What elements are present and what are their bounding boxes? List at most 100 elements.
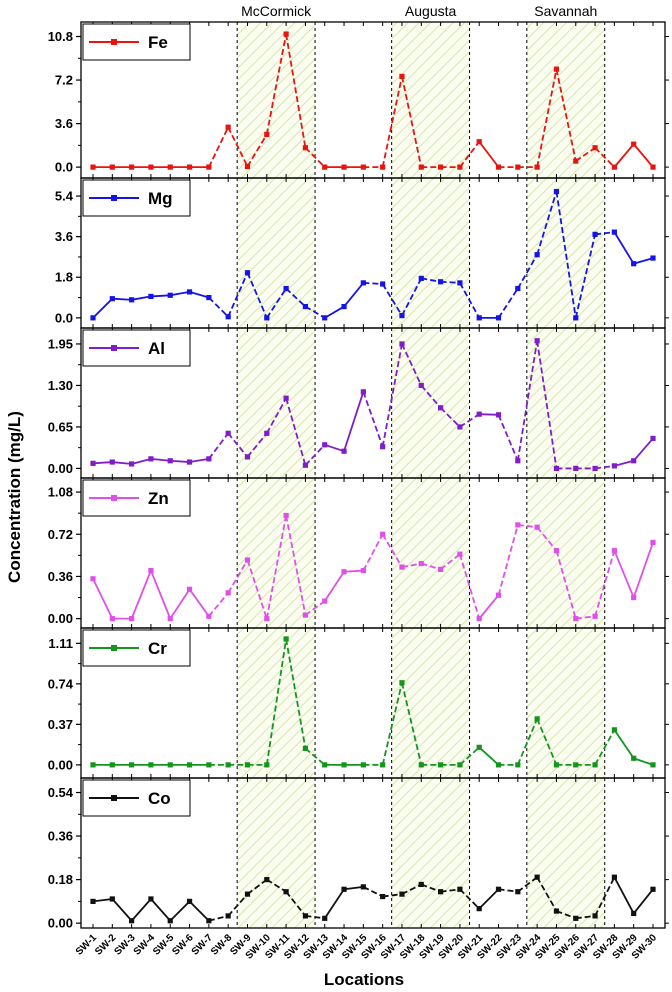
data-point	[322, 164, 328, 170]
data-point	[225, 590, 231, 596]
series-segment	[614, 459, 634, 467]
series-segment	[112, 297, 132, 301]
data-point	[129, 461, 135, 467]
data-point	[244, 454, 251, 460]
series-segment	[265, 33, 287, 135]
data-point	[90, 315, 96, 321]
series-segment	[285, 891, 307, 917]
data-point	[302, 145, 309, 151]
series-segment	[227, 432, 249, 458]
data-point	[399, 564, 405, 570]
data-point	[264, 616, 270, 622]
data-point	[148, 567, 154, 574]
legend-label: Co	[148, 789, 171, 808]
y-tick-label: 0.00	[48, 461, 73, 476]
series-segment	[130, 898, 152, 922]
data-point	[167, 164, 173, 170]
data-point	[322, 762, 328, 768]
y-tick-label: 1.95	[48, 336, 73, 351]
series-segment	[517, 523, 538, 529]
y-tick-label: 0.0	[55, 160, 73, 175]
y-tick-label: 0.72	[48, 527, 73, 542]
x-tick-label: SW-8	[209, 932, 235, 958]
data-point	[515, 164, 521, 170]
series-segment	[246, 272, 268, 319]
series-segment	[304, 747, 326, 766]
data-point	[650, 539, 656, 546]
region-band	[237, 22, 316, 928]
series-segment	[208, 915, 229, 922]
data-point	[592, 913, 598, 919]
data-point	[360, 280, 366, 286]
series-segment	[401, 277, 423, 317]
data-point	[553, 762, 560, 768]
data-point	[225, 913, 231, 919]
series-segment	[343, 282, 365, 308]
data-point	[90, 576, 96, 582]
series-segment	[575, 615, 596, 620]
series-segment	[324, 443, 345, 453]
panel-frame	[80, 777, 666, 929]
data-point	[457, 424, 463, 430]
data-point	[322, 315, 328, 321]
data-point	[360, 567, 366, 574]
data-point	[495, 164, 502, 170]
data-point	[534, 164, 540, 170]
panel-zn: 0.00 0.36 0.72 1.08 Zn	[48, 477, 669, 629]
series-segment	[459, 282, 480, 319]
data-point	[341, 886, 347, 892]
data-point	[650, 435, 656, 442]
highlight-regions: McCormick Augusta Savannah	[236, 3, 606, 928]
series-segment	[536, 876, 558, 912]
data-point	[264, 877, 270, 883]
series-segment	[169, 900, 191, 922]
series-segment	[478, 141, 500, 168]
series-segment	[227, 272, 249, 318]
data-point	[457, 164, 463, 170]
series-segment	[111, 898, 133, 922]
data-point	[437, 279, 444, 285]
region-label: Augusta	[405, 3, 457, 19]
data-point	[109, 164, 115, 170]
data-point	[437, 762, 444, 768]
series-segment	[265, 638, 287, 765]
series-segment	[632, 542, 654, 598]
series-segment	[478, 888, 500, 910]
y-tick-label: 5.4	[55, 189, 74, 204]
legend: Mg	[82, 179, 191, 217]
series-segment	[130, 570, 152, 619]
data-point	[244, 891, 251, 897]
legend-label: Fe	[148, 33, 168, 52]
series-segment	[362, 886, 384, 898]
series-segment	[323, 571, 345, 602]
data-point	[611, 727, 617, 733]
data-point	[418, 275, 424, 281]
series-segment	[363, 281, 383, 285]
y-tick-label: 7.2	[55, 73, 73, 88]
data-point	[167, 458, 173, 464]
data-point	[631, 755, 637, 761]
series-segment	[304, 444, 326, 466]
data-point	[283, 31, 289, 37]
data-point	[186, 586, 193, 592]
data-point	[264, 762, 270, 768]
series-segment	[131, 295, 152, 301]
data-point	[283, 395, 289, 401]
legend: Cr	[82, 629, 191, 667]
series-segment	[227, 559, 249, 594]
x-axis-title: Locations	[324, 970, 404, 989]
series-segment	[594, 729, 616, 766]
data-point	[109, 296, 115, 302]
data-point	[167, 918, 173, 924]
region-label: McCormick	[241, 3, 312, 19]
data-point	[534, 338, 540, 344]
series-segment	[420, 883, 441, 893]
legend-marker	[111, 195, 117, 201]
series-segment	[92, 898, 113, 903]
series-segment	[150, 294, 171, 298]
series-segment	[401, 76, 423, 168]
data-point	[264, 430, 270, 436]
data-point	[476, 906, 482, 912]
x-tick-label: SW-5	[151, 932, 177, 958]
data-point	[244, 270, 251, 276]
